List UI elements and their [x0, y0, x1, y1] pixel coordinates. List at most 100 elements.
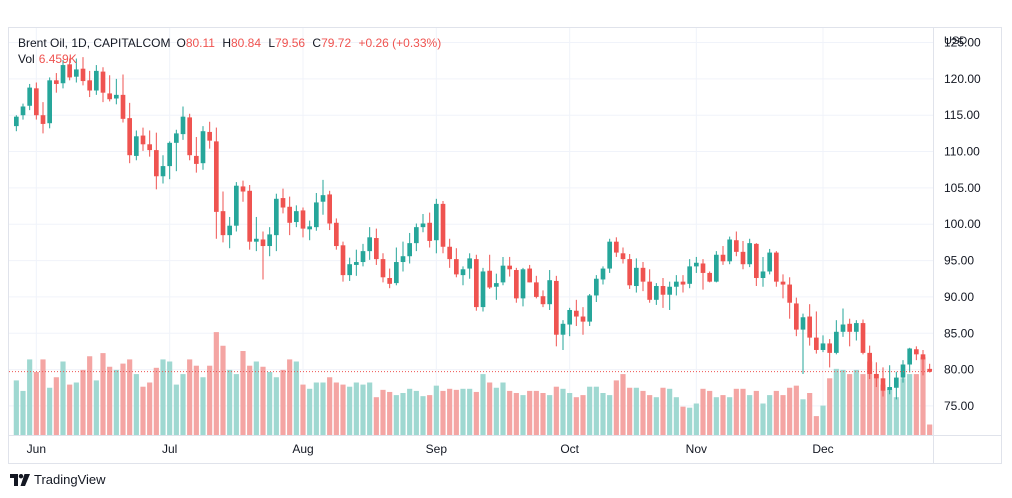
chart-legend: Brent Oil, 1D, CAPITALCOM O80.11 H80.84 L… [18, 35, 445, 67]
price-tick-label: 125.00 [944, 36, 981, 50]
candle-body [727, 239, 732, 262]
candle-body [680, 281, 686, 285]
candle-body [894, 377, 899, 388]
candle-body [740, 251, 746, 265]
candle-body [867, 352, 872, 374]
volume-bar [513, 393, 519, 435]
time-tick-label: Nov [686, 442, 707, 456]
candle-body [140, 135, 146, 145]
low-key: L [268, 36, 276, 50]
volume-bar [873, 374, 879, 435]
volume-bar [520, 395, 526, 435]
volume-bar [827, 378, 833, 435]
volume-bar [13, 380, 19, 435]
volume-bar [593, 386, 599, 435]
price-tick-label: 90.00 [944, 290, 974, 304]
candle-body [607, 241, 612, 269]
candle-body [674, 281, 679, 287]
candle-body [747, 243, 752, 265]
tradingview-footer[interactable]: TradingView [10, 472, 106, 487]
time-tick-label: Jun [27, 442, 46, 456]
candle-body [147, 144, 152, 151]
candle-body [840, 324, 846, 332]
volume-bar [707, 390, 713, 435]
volume-bar [87, 356, 93, 435]
candle-body [60, 65, 66, 84]
volume-bar [720, 395, 726, 435]
candle-body [107, 93, 112, 100]
candle-body [394, 262, 399, 284]
candle-body [600, 268, 606, 280]
candle-body [780, 281, 786, 285]
candle-body [500, 265, 506, 283]
volume-bar [367, 382, 373, 435]
candle-body [400, 256, 406, 263]
volume-bar [727, 397, 733, 435]
volume-bar [900, 378, 906, 435]
candle-body [174, 133, 179, 143]
volume-bar [387, 391, 393, 435]
candle-body [887, 387, 892, 390]
candle-body [634, 267, 639, 287]
candle-body [200, 131, 206, 164]
candle-body [414, 227, 419, 244]
candle-body [127, 118, 132, 156]
volume-bar [53, 377, 59, 435]
candle-body [234, 185, 239, 226]
candle-body [134, 136, 139, 156]
volume-bar [467, 388, 473, 435]
candle-body [100, 71, 106, 93]
candle-body [614, 241, 619, 253]
candle-body [580, 316, 586, 322]
candle-body [914, 349, 919, 355]
close-value: 79.72 [321, 36, 352, 50]
volume-bar [787, 387, 793, 435]
candle-body [327, 194, 332, 224]
volume-bar [253, 361, 259, 435]
volume-bar [540, 393, 546, 435]
candle-body [440, 203, 446, 247]
close-key: C [312, 36, 322, 50]
candle-body [460, 269, 466, 276]
volume-bar [100, 353, 106, 435]
volume-bar [213, 332, 219, 435]
volume-bar [807, 393, 813, 435]
volume-bar [687, 407, 693, 435]
candle-body [220, 211, 226, 236]
volume-bar [160, 359, 166, 435]
candle-body [714, 254, 719, 282]
candle-body [920, 354, 926, 360]
candle-body [300, 210, 306, 229]
volume-bar [187, 359, 193, 435]
candle-body [120, 94, 126, 119]
candle-body [380, 259, 386, 278]
tradingview-logo-icon [10, 473, 30, 486]
candle-body [354, 262, 359, 265]
volume-bar [113, 369, 119, 435]
volume-bar [587, 386, 593, 435]
volume-bar [33, 372, 39, 435]
candle-body [360, 251, 366, 263]
volume-bar [693, 403, 699, 435]
low-value: 79.56 [275, 36, 306, 50]
volume-bar [353, 382, 359, 435]
candle-body [547, 280, 552, 305]
candle-body [340, 245, 346, 276]
volume-bar [127, 359, 133, 435]
volume-bar [27, 359, 33, 435]
volume-bar [433, 385, 439, 435]
volume-bar [147, 382, 153, 435]
candle-body [640, 267, 646, 282]
volume-bar [47, 387, 53, 435]
volume-bar [313, 382, 319, 435]
volume-bar [373, 397, 379, 435]
volume-bar [167, 361, 173, 435]
volume-bar [533, 390, 539, 435]
candle-body [274, 198, 279, 236]
symbol-label[interactable]: Brent Oil, 1D, CAPITALCOM [18, 36, 171, 50]
candle-body [847, 323, 852, 332]
volume-bar [613, 380, 619, 435]
volume-bar [140, 386, 146, 435]
volume-bar [493, 387, 499, 435]
